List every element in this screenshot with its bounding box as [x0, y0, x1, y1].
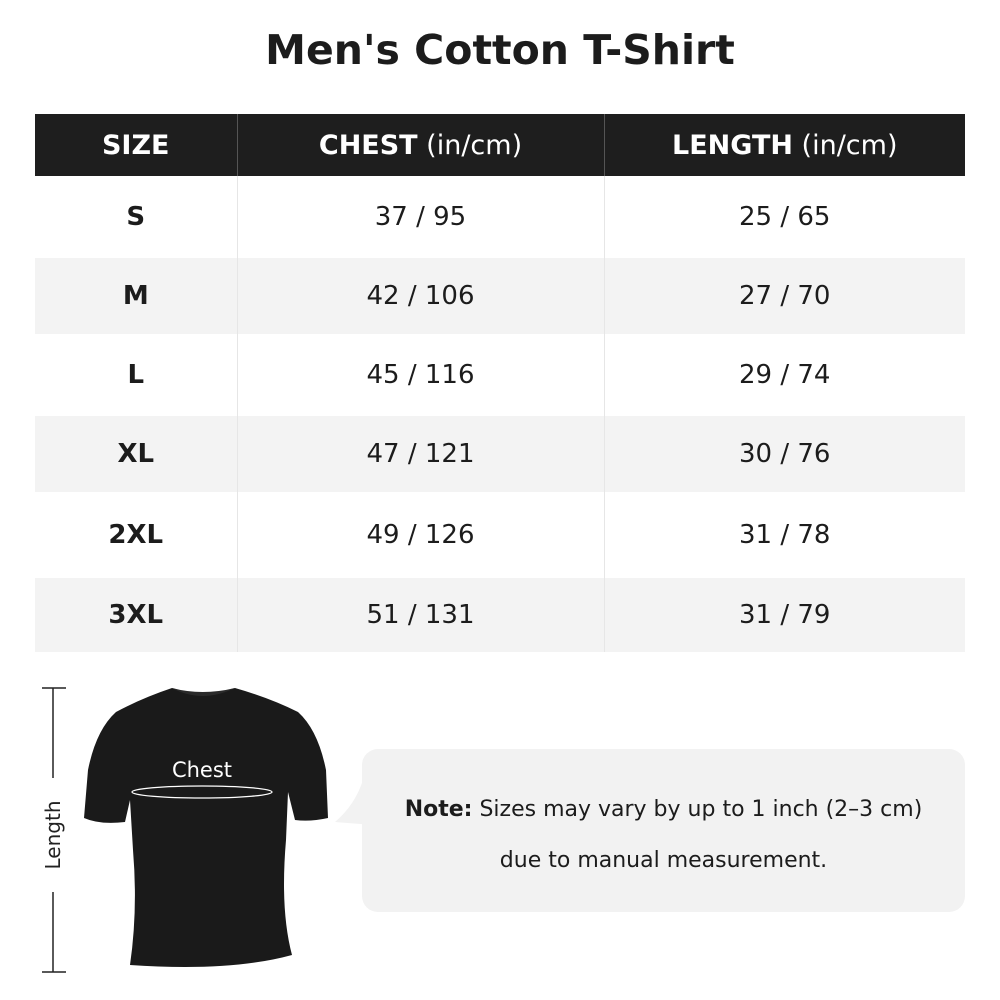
chest-cell: 45 / 116 [236, 334, 604, 416]
table-header-row: SIZE CHEST (in/cm) LENGTH (in/cm) [35, 114, 965, 176]
chest-cell: 37 / 95 [236, 176, 604, 258]
table-row: S 37 / 95 25 / 65 [35, 176, 965, 258]
header-chest: CHEST (in/cm) [236, 114, 604, 176]
length-cell: 27 / 70 [603, 258, 965, 334]
header-size: SIZE [35, 114, 237, 176]
chest-label: Chest [172, 758, 232, 782]
chest-measure-icon [131, 785, 273, 799]
header-unit: (in/cm) [792, 129, 898, 161]
table-row: L 45 / 116 29 / 74 [35, 334, 965, 416]
header-label: SIZE [101, 129, 170, 161]
size-cell: L [35, 334, 237, 416]
header-unit: (in/cm) [417, 129, 523, 161]
size-cell: 3XL [35, 578, 237, 652]
note-text: Sizes may vary by up to 1 inch (2–3 cm) [472, 797, 923, 822]
chest-cell: 51 / 131 [236, 578, 604, 652]
table-row: M 42 / 106 27 / 70 [35, 258, 965, 334]
note-line-1: Note: Sizes may vary by up to 1 inch (2–… [362, 797, 965, 822]
length-label: Length [41, 801, 65, 870]
size-chart-table: SIZE CHEST (in/cm) LENGTH (in/cm) S 37 / … [35, 114, 965, 652]
length-cell: 29 / 74 [603, 334, 965, 416]
note-line-2: due to manual measurement. [499, 848, 828, 873]
length-cell: 31 / 79 [603, 578, 965, 652]
size-cell: 2XL [35, 492, 237, 578]
table-row: 3XL 51 / 131 31 / 79 [35, 578, 965, 652]
chest-cell: 42 / 106 [236, 258, 604, 334]
size-cell: XL [35, 416, 237, 492]
note-bubble: Note: Sizes may vary by up to 1 inch (2–… [362, 749, 965, 912]
length-measure-line [42, 687, 66, 973]
size-cell: M [35, 258, 237, 334]
length-cell: 25 / 65 [603, 176, 965, 258]
header-label: LENGTH [672, 129, 793, 161]
length-cell: 30 / 76 [603, 416, 965, 492]
note-label: Note: [404, 797, 473, 822]
table-row: 2XL 49 / 126 31 / 78 [35, 492, 965, 578]
size-cell: S [35, 176, 237, 258]
header-length: LENGTH (in/cm) [603, 114, 965, 176]
tshirt-icon [84, 688, 328, 968]
tshirt-diagram: Length Chest [41, 687, 328, 973]
table-row: XL 47 / 121 30 / 76 [35, 416, 965, 492]
chest-cell: 47 / 121 [236, 416, 604, 492]
chest-cell: 49 / 126 [236, 492, 604, 578]
page-title: Men's Cotton T-Shirt [265, 26, 735, 74]
header-label: CHEST [318, 129, 418, 161]
length-cell: 31 / 78 [603, 492, 965, 578]
